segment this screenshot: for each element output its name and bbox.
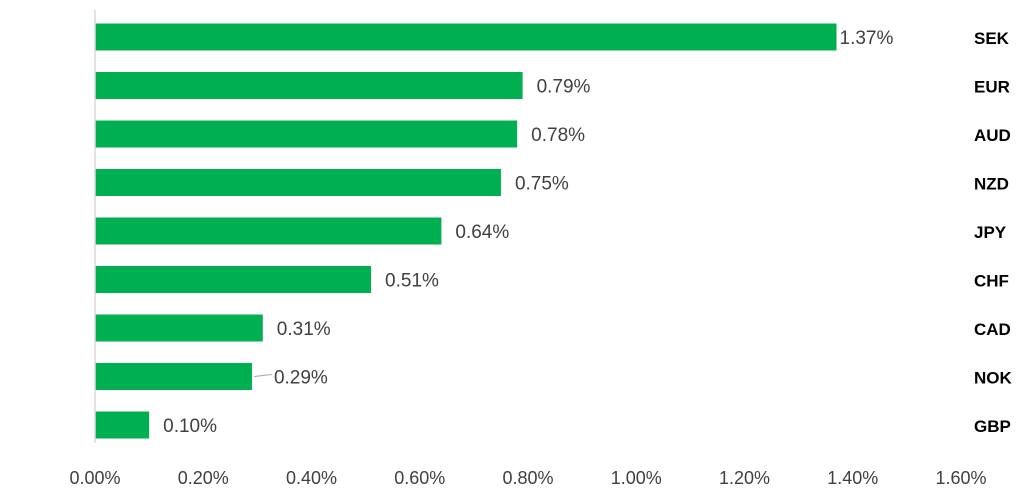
bar-nzd xyxy=(95,169,501,196)
data-label-sek: 1.37% xyxy=(840,28,894,49)
bars-group xyxy=(95,23,837,439)
bar-nok xyxy=(95,363,252,390)
x-tick-label: 0.60% xyxy=(394,468,445,488)
category-label-chf: CHF xyxy=(974,272,1009,291)
data-label-cad: 0.31% xyxy=(277,319,331,340)
data-label-jpy: 0.64% xyxy=(455,222,509,243)
data-label-eur: 0.79% xyxy=(537,77,591,98)
bar-gbp xyxy=(95,411,150,439)
category-label-nzd: NZD xyxy=(974,175,1009,194)
bar-jpy xyxy=(95,217,442,245)
x-tick-label: 1.40% xyxy=(827,468,878,488)
data-label-chf: 0.51% xyxy=(385,271,439,292)
category-labels-group: SEK EUR AUD NZD JPY CHF CAD NOK GBP xyxy=(974,29,1013,436)
category-label-sek: SEK xyxy=(974,29,1010,48)
x-tick-label: 0.20% xyxy=(178,468,229,488)
category-label-nok: NOK xyxy=(974,369,1013,388)
x-tick-label: 0.80% xyxy=(502,468,553,488)
bar-aud xyxy=(95,120,518,148)
x-axis-ticks-group: 0.00% 0.20% 0.40% 0.60% 0.80% 1.00% 1.20% 1.40%… xyxy=(69,468,986,488)
category-label-jpy: JPY xyxy=(974,223,1007,242)
x-tick-label: 1.00% xyxy=(611,468,662,488)
x-tick-label: 1.60% xyxy=(935,468,986,488)
category-label-cad: CAD xyxy=(974,320,1011,339)
x-tick-label: 1.20% xyxy=(719,468,770,488)
data-labels-group: 1.37% 0.79% 0.78% 0.75% 0.64% 0.51% 0.31% 0.29%… xyxy=(163,28,893,437)
data-label-nzd: 0.75% xyxy=(515,174,569,195)
leader-line-nok xyxy=(253,374,273,377)
category-label-eur: EUR xyxy=(974,78,1010,97)
data-label-gbp: 0.10% xyxy=(163,416,217,437)
bar-chf xyxy=(95,266,372,293)
x-tick-label: 0.00% xyxy=(69,468,120,488)
bar-sek xyxy=(95,23,837,51)
category-label-aud: AUD xyxy=(974,126,1011,145)
category-label-gbp: GBP xyxy=(974,417,1011,436)
bar-eur xyxy=(95,72,523,99)
data-label-aud: 0.78% xyxy=(531,125,585,146)
bar-cad xyxy=(95,314,263,342)
data-label-nok: 0.29% xyxy=(274,368,328,389)
x-tick-label: 0.40% xyxy=(286,468,337,488)
